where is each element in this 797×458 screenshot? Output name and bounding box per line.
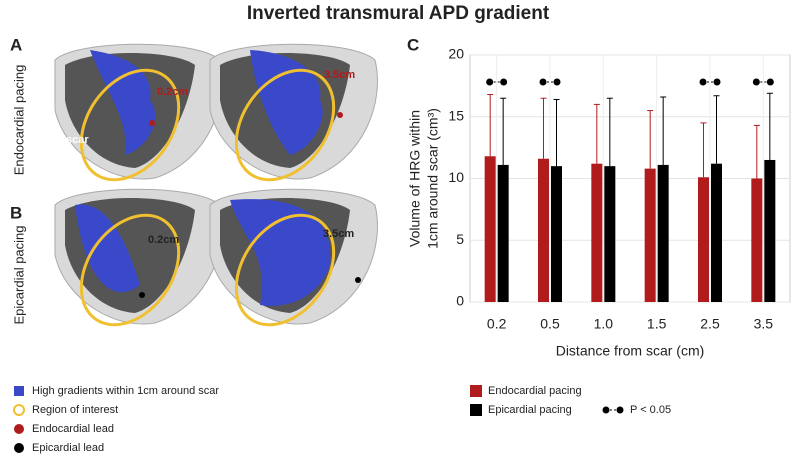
significance-dot bbox=[553, 78, 561, 86]
significance-dot bbox=[539, 78, 547, 86]
heart-image bbox=[209, 43, 378, 182]
legend-swatch bbox=[470, 404, 482, 416]
bar bbox=[551, 166, 562, 302]
distance-label: 3.5cm bbox=[324, 69, 355, 81]
significance-marker bbox=[539, 78, 561, 86]
bar bbox=[698, 177, 709, 302]
heart-image bbox=[54, 188, 223, 327]
legend-swatch bbox=[470, 385, 482, 397]
bar bbox=[711, 163, 722, 302]
bar-chart: 0 5 10 15 20 Volume of HRG within 1cm around s… bbox=[407, 46, 791, 416]
significance-marker bbox=[486, 78, 508, 86]
x-tick-label: 1.0 bbox=[594, 316, 614, 332]
y-axis-label: 1cm around scar (cm³) bbox=[425, 108, 441, 249]
legend-label: High gradients within 1cm around scar bbox=[32, 385, 219, 397]
significance-marker bbox=[752, 78, 774, 86]
heart-image bbox=[54, 43, 223, 182]
significance-dot bbox=[752, 78, 760, 86]
figure-title: Inverted transmural APD gradient bbox=[247, 3, 550, 24]
y-axis-label: Volume of HRG within bbox=[407, 110, 423, 247]
legend-significance-dot bbox=[616, 406, 624, 414]
x-tick-label: 3.5 bbox=[754, 316, 774, 332]
bar bbox=[484, 156, 496, 302]
legend-label: Epicardial lead bbox=[32, 442, 104, 454]
panel-label: A bbox=[10, 35, 22, 54]
x-tick-label: 0.5 bbox=[540, 316, 560, 332]
row-label: Epicardial pacing bbox=[11, 225, 26, 324]
legend-label: P < 0.05 bbox=[630, 404, 671, 416]
x-tick-label: 1.5 bbox=[647, 316, 667, 332]
significance-dot bbox=[486, 78, 494, 86]
panel-label: B bbox=[10, 203, 22, 222]
distance-label: 0.2cm bbox=[157, 86, 188, 98]
legend-label: Region of interest bbox=[32, 404, 118, 416]
y-tick-label: 20 bbox=[448, 46, 464, 62]
x-tick-label: 2.5 bbox=[700, 316, 720, 332]
bar bbox=[497, 164, 509, 302]
distance-label: 0.2cm bbox=[148, 234, 179, 246]
legend-label: Endocardial pacing bbox=[488, 385, 582, 397]
x-tick-label: 0.2 bbox=[487, 316, 507, 332]
bar bbox=[764, 159, 776, 302]
distance-label: 3.5cm bbox=[323, 228, 354, 240]
significance-dot bbox=[766, 78, 774, 86]
bar bbox=[644, 168, 656, 302]
y-tick-label: 0 bbox=[456, 293, 464, 309]
y-tick-label: 15 bbox=[448, 107, 464, 123]
image-legend: High gradients within 1cm around scar Re… bbox=[13, 385, 219, 454]
bar bbox=[591, 163, 603, 302]
row-label: Endocardial pacing bbox=[11, 65, 26, 176]
heart-image bbox=[209, 188, 378, 327]
y-tick-label: 5 bbox=[456, 231, 464, 247]
bar bbox=[604, 166, 616, 302]
x-axis-label: Distance from scar (cm) bbox=[556, 343, 705, 359]
y-tick-label: 10 bbox=[448, 169, 464, 185]
bar bbox=[751, 178, 763, 302]
legend-significance-dot bbox=[602, 406, 610, 414]
scar-label: scar bbox=[66, 134, 89, 146]
significance-dot bbox=[699, 78, 707, 86]
significance-dot bbox=[500, 78, 508, 86]
bar bbox=[657, 164, 669, 302]
legend-label: Epicardial pacing bbox=[488, 404, 572, 416]
significance-dot bbox=[713, 78, 721, 86]
legend-label: Endocardial lead bbox=[32, 423, 114, 435]
bar bbox=[538, 158, 549, 302]
panel-label: C bbox=[407, 35, 419, 54]
significance-marker bbox=[699, 78, 721, 86]
